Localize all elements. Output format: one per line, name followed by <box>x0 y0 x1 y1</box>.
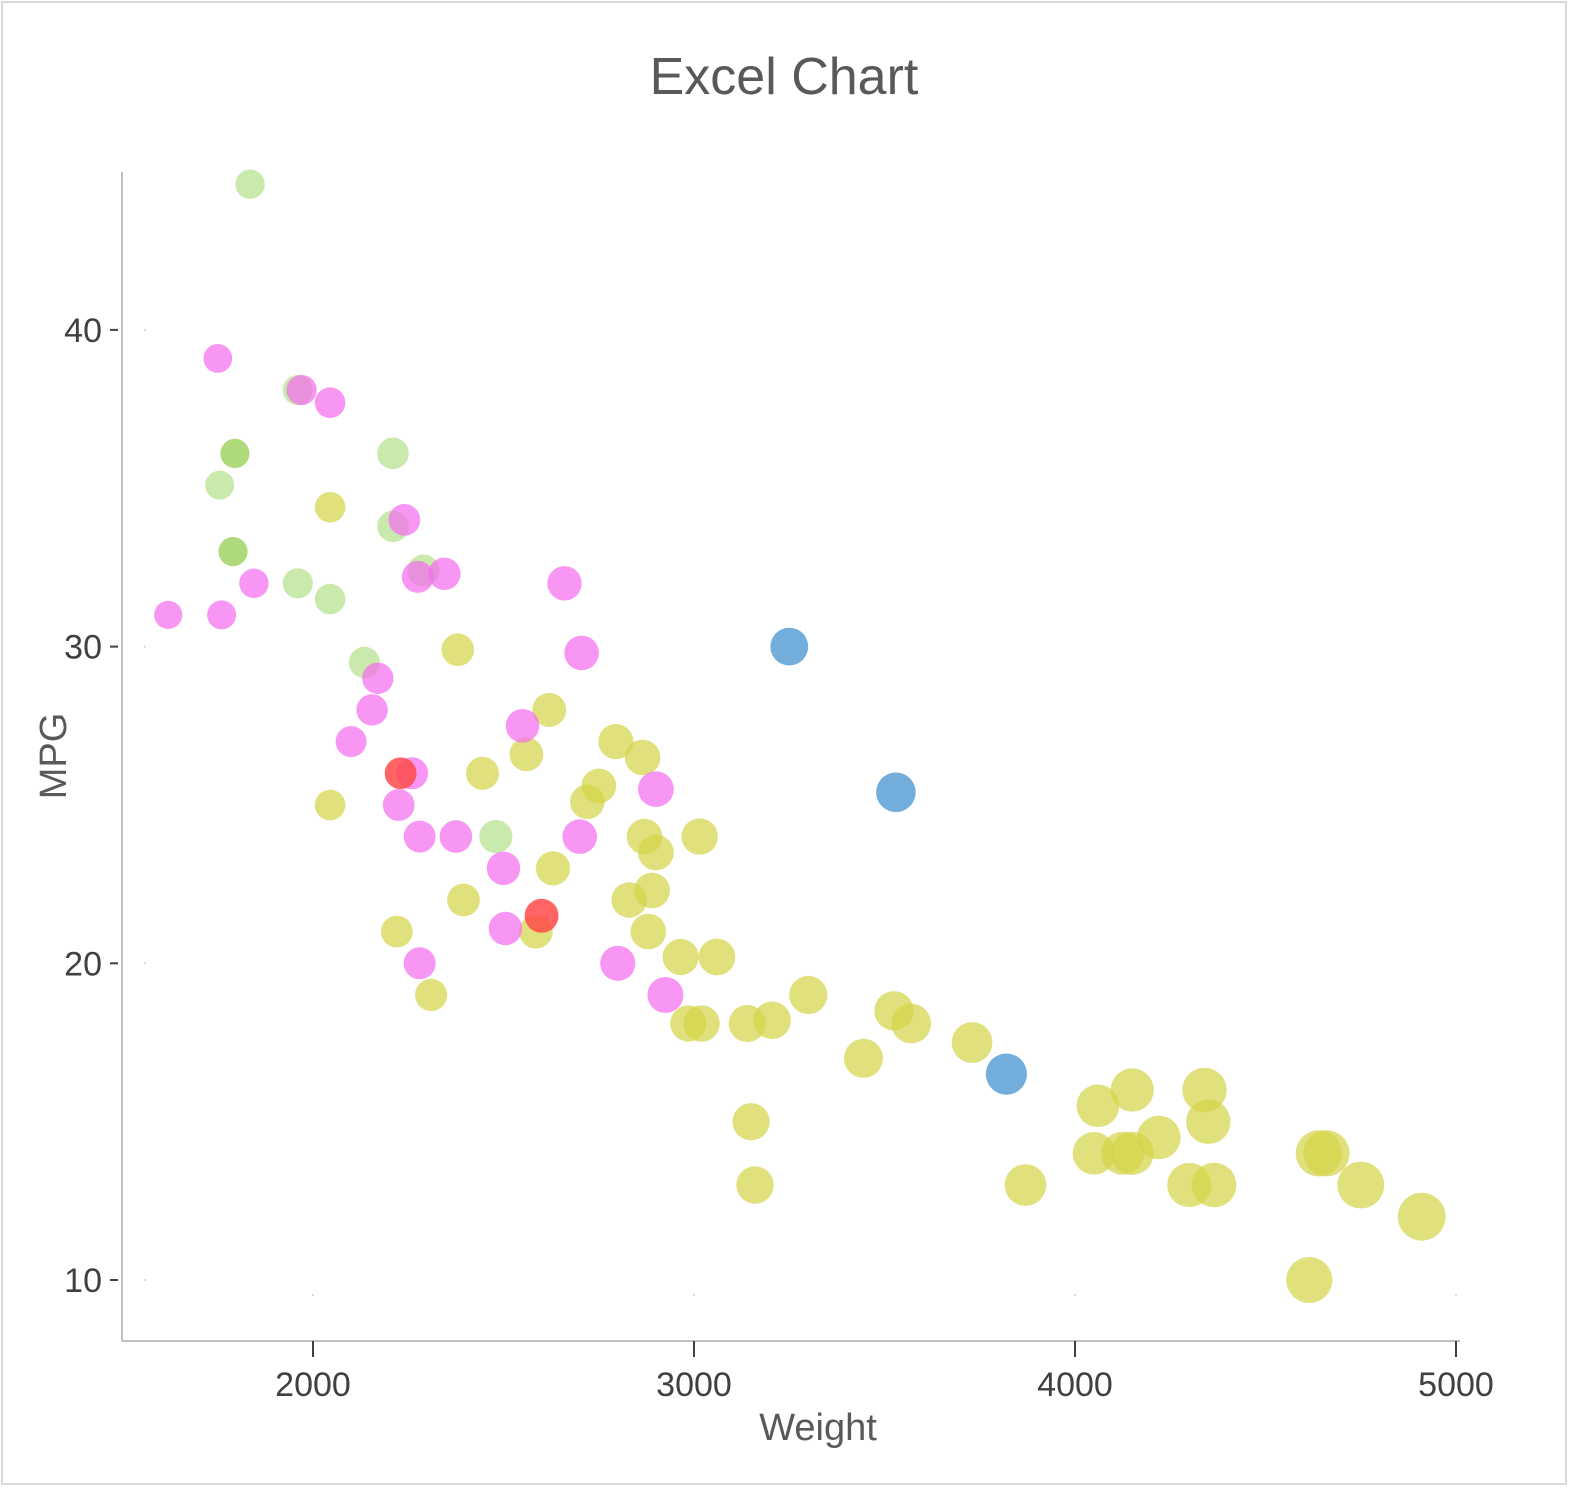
y-axis-label: MPG <box>33 713 75 800</box>
y-grid-dot-10 <box>144 1279 146 1281</box>
data-point-yellow-33 <box>736 1166 774 1204</box>
data-point-yellow-29 <box>891 1003 932 1044</box>
chart-title: Excel Chart <box>650 48 919 106</box>
x-grid-dot-2000 <box>312 1294 314 1296</box>
x-tick-label-3000: 3000 <box>656 1366 732 1404</box>
data-point-yellow-22 <box>698 938 736 976</box>
data-point-pink-1 <box>286 375 317 406</box>
data-point-pink-18 <box>439 820 473 853</box>
data-point-yellow-32 <box>732 1103 770 1141</box>
data-point-yellow-48 <box>1397 1192 1446 1241</box>
data-point-yellow-2 <box>532 692 567 727</box>
y-tick-label-30: 30 <box>64 629 102 667</box>
data-point-yellow-35 <box>1110 1068 1154 1112</box>
data-point-yellow-49 <box>1286 1257 1333 1303</box>
data-point-pink-19 <box>562 819 597 854</box>
data-point-lightgreen-9 <box>479 820 513 854</box>
data-point-pink-13 <box>335 726 367 758</box>
data-point-yellow-6 <box>380 915 413 948</box>
data-point-yellow-12 <box>624 739 661 776</box>
data-point-pink-11 <box>362 662 394 694</box>
data-point-green-1 <box>218 537 248 567</box>
data-points <box>154 169 1446 1303</box>
data-point-pink-2 <box>314 387 346 419</box>
data-point-blue-1 <box>876 772 916 813</box>
x-grid-dot-3000 <box>693 1294 695 1296</box>
data-point-yellow-7 <box>415 978 448 1012</box>
x-tick-label-4000: 4000 <box>1037 1366 1113 1404</box>
data-point-pink-17 <box>403 820 436 853</box>
data-point-lightgreen-2 <box>205 470 235 500</box>
data-point-yellow-30 <box>844 1038 883 1078</box>
data-point-yellow-8 <box>447 883 480 917</box>
data-point-red-1 <box>524 898 559 933</box>
data-point-pink-22 <box>488 911 523 946</box>
data-point-lightgreen-3 <box>377 437 409 470</box>
y-grid-dot-20 <box>144 962 146 965</box>
x-axis-label: Weight <box>759 1407 877 1449</box>
data-point-yellow-27 <box>789 975 828 1015</box>
data-point-pink-12 <box>356 694 388 726</box>
data-point-yellow-9 <box>535 851 571 886</box>
x-grid-dot-4000 <box>1074 1294 1076 1296</box>
data-point-yellow-46 <box>1303 1130 1350 1177</box>
data-point-yellow-21 <box>662 938 699 976</box>
data-point-yellow-1 <box>441 633 475 667</box>
data-point-yellow-20 <box>630 913 667 950</box>
data-point-pink-8 <box>207 600 237 630</box>
data-point-yellow-19 <box>611 882 647 918</box>
data-point-yellow-34 <box>1076 1084 1120 1128</box>
data-point-pink-21 <box>638 771 674 807</box>
data-point-lightgreen-5 <box>282 568 313 599</box>
y-tick-label-10: 10 <box>64 1262 102 1300</box>
data-point-yellow-17 <box>681 818 718 855</box>
y-axis-ticks: 10 20 30 40 <box>64 312 146 1300</box>
y-tick-label-40: 40 <box>64 312 102 350</box>
x-grid-dot-5000 <box>1455 1294 1457 1296</box>
data-point-yellow-41 <box>1110 1131 1154 1175</box>
y-tick-label-20: 20 <box>64 945 102 983</box>
data-point-yellow-43 <box>1191 1162 1237 1208</box>
data-point-yellow-4 <box>466 756 499 790</box>
data-point-pink-6 <box>239 568 269 598</box>
data-point-yellow-47 <box>1337 1161 1385 1209</box>
data-point-yellow-16 <box>638 834 674 871</box>
data-point-yellow-5 <box>509 737 544 772</box>
data-point-pink-20 <box>486 851 521 885</box>
data-point-blue-0 <box>770 627 809 666</box>
data-point-yellow-0 <box>314 492 346 523</box>
data-point-yellow-11 <box>598 724 634 760</box>
y-grid-dot-40 <box>144 328 146 331</box>
data-point-red-0 <box>384 757 417 790</box>
data-point-pink-4 <box>401 560 434 593</box>
data-point-pink-7 <box>154 600 183 630</box>
data-point-lightgreen-6 <box>314 583 346 615</box>
x-tick-label-2000: 2000 <box>275 1366 351 1404</box>
data-point-yellow-14 <box>570 784 605 820</box>
data-point-green-0 <box>220 438 250 468</box>
data-point-yellow-31 <box>951 1022 993 1063</box>
data-point-pink-9 <box>547 566 582 601</box>
y-grid-dot-30 <box>144 645 146 648</box>
data-point-pink-23 <box>403 947 436 980</box>
data-point-yellow-26 <box>753 1001 791 1040</box>
data-point-pink-10 <box>564 635 599 671</box>
data-point-yellow-38 <box>1186 1099 1231 1144</box>
data-point-blue-2 <box>985 1053 1027 1095</box>
data-point-lightgreen-0 <box>235 169 265 199</box>
data-point-pink-25 <box>647 977 684 1013</box>
x-axis-ticks: 2000 3000 4000 5000 <box>275 1294 1494 1404</box>
data-point-pink-16 <box>382 789 415 821</box>
data-point-pink-5 <box>428 557 461 590</box>
data-point-pink-3 <box>388 504 421 536</box>
data-point-pink-14 <box>505 709 540 743</box>
data-point-yellow-44 <box>1004 1164 1047 1206</box>
x-tick-label-5000: 5000 <box>1418 1366 1494 1404</box>
data-point-yellow-3 <box>314 789 346 821</box>
data-point-pink-0 <box>203 344 233 373</box>
data-point-yellow-24 <box>683 1005 720 1042</box>
data-point-pink-24 <box>600 945 636 981</box>
